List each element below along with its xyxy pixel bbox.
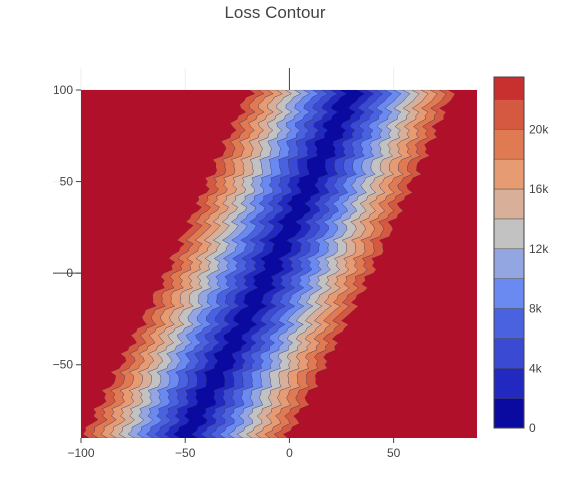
colorbar-tick-label: 4k [529,361,543,375]
colorbar-segment [493,248,525,279]
x-tick-label: −50 [175,446,196,460]
colorbar-segment [493,397,525,429]
colorbar-segment [493,129,525,160]
contour-band-top [283,90,477,438]
colorbar-segment [493,99,525,130]
colorbar-segment [493,218,525,250]
colorbar-segment [493,158,525,190]
y-tick-label: 100 [53,83,73,97]
colorbar-segment [493,308,525,339]
colorbar-tick-label: 16k [529,182,549,196]
colorbar-tick-label: 0 [529,421,536,435]
colorbar: 0 4k 8k 12k 16k 20k [493,76,549,435]
contour-band-top [81,90,255,438]
colorbar-tick-label: 12k [529,242,549,256]
colorbar-tick-label: 20k [529,122,549,136]
y-tick-label: −50 [53,358,74,372]
plot-area[interactable] [0,68,569,438]
colorbar-segment [493,338,525,369]
y-tick-label: 50 [60,175,74,189]
colorbar-segment [493,188,525,220]
chart-title: Loss Contour [224,3,325,22]
colorbar-outline [493,76,525,429]
x-axis: −100 −50 0 50 [67,438,401,460]
x-tick-label: 50 [387,446,401,460]
colorbar-segment [493,76,525,100]
x-tick-label: −100 [67,446,94,460]
colorbar-segment [493,278,525,309]
colorbar-tick-label: 8k [529,302,543,316]
y-axis: 100 50 0 −50 [53,83,81,372]
y-tick-label: 0 [66,266,73,280]
colorbar-segment [493,368,525,399]
x-tick-label: 0 [286,446,293,460]
contour-fill [81,90,477,438]
